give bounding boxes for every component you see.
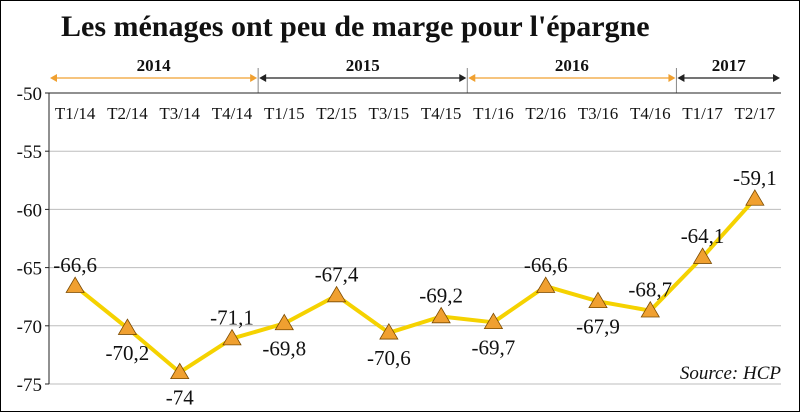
data-point-marker <box>65 276 85 293</box>
gridlines <box>49 92 781 385</box>
x-tick-label: T4/16 <box>630 104 671 123</box>
y-tick-label: -65 <box>17 259 42 280</box>
data-label: -69,7 <box>472 335 516 359</box>
y-axis: -50 -55 -60 -65 -70 -75 <box>17 84 50 396</box>
x-tick-label: T4/14 <box>212 104 253 123</box>
x-tick-label: T1/15 <box>264 104 305 123</box>
data-label: -71,1 <box>210 306 254 330</box>
year-2014-arrow-right <box>250 74 258 82</box>
year-2016-arrow-right <box>668 74 676 82</box>
year-label: 2016 <box>555 56 589 75</box>
data-point-marker <box>483 312 504 330</box>
data-point-marker <box>222 328 242 346</box>
source-note: Source: HCP <box>680 363 782 384</box>
series-markers <box>65 189 765 380</box>
data-label: -70,6 <box>367 346 411 370</box>
year-2016-arrow-left <box>468 74 476 82</box>
data-label: -68,7 <box>628 278 672 302</box>
data-label: -67,9 <box>576 314 620 338</box>
data-label: -59,1 <box>733 166 777 190</box>
x-tick-label: T3/16 <box>578 104 619 123</box>
data-label: -69,8 <box>262 336 306 360</box>
data-label: -66,6 <box>53 253 97 277</box>
data-label: -69,2 <box>419 283 463 307</box>
x-tick-label: T1/16 <box>473 104 514 123</box>
data-labels: -66,6 -70,2 -74 -71,1 -69,8 -67,4 -70,6 -69,2 -6… <box>53 166 776 409</box>
x-tick-label: T1/17 <box>682 104 723 123</box>
x-tick-label: T4/15 <box>421 104 462 123</box>
data-label: -74 <box>166 385 194 409</box>
year-2014-arrow-left <box>50 74 57 82</box>
series-polyline <box>73 196 757 375</box>
y-tick-label: -60 <box>17 200 42 221</box>
year-label: 2014 <box>137 56 172 75</box>
data-point-marker <box>117 318 138 335</box>
year-label: 2017 <box>712 56 747 75</box>
x-axis: T1/14 T2/14 T3/14 T4/14 T1/15 T2/15 T3/15 T4/15… <box>55 104 776 123</box>
data-point-marker <box>588 291 608 309</box>
year-2015-arrow-left <box>259 74 267 82</box>
data-label: -67,4 <box>315 263 359 287</box>
y-tick-label: -75 <box>17 375 42 396</box>
x-tick-label: T1/14 <box>55 104 96 123</box>
chart-title: Les ménages ont peu de marge pour l'épar… <box>61 10 650 43</box>
y-tick-label: -50 <box>17 84 42 105</box>
year-2017-arrow-right <box>773 74 780 82</box>
data-point-marker <box>431 306 451 324</box>
x-tick-label: T3/15 <box>369 104 410 123</box>
data-point-marker <box>536 276 556 293</box>
year-bands: 2014 2015 2016 2017 <box>50 56 780 93</box>
series-line <box>73 196 757 375</box>
data-point-marker <box>379 322 399 340</box>
data-label: -64,1 <box>681 224 725 248</box>
x-tick-label: T2/15 <box>316 104 357 123</box>
data-point-marker <box>692 247 713 264</box>
year-label: 2015 <box>346 56 380 75</box>
x-tick-label: T2/17 <box>735 104 776 123</box>
data-label: -66,6 <box>524 253 568 277</box>
x-tick-label: T2/14 <box>107 104 148 123</box>
data-label: -70,2 <box>106 341 150 365</box>
year-2017-arrow-left <box>677 74 685 82</box>
data-point-marker <box>274 313 294 331</box>
x-tick-label: T2/16 <box>525 104 566 123</box>
year-2015-arrow-right <box>459 74 467 82</box>
data-point-marker <box>170 362 190 380</box>
x-tick-label: T3/14 <box>159 104 200 123</box>
y-tick-label: -70 <box>17 317 42 338</box>
data-point-marker <box>640 300 660 318</box>
data-point-marker <box>745 189 765 206</box>
data-point-marker <box>326 285 347 303</box>
y-tick-label: -55 <box>17 142 42 163</box>
